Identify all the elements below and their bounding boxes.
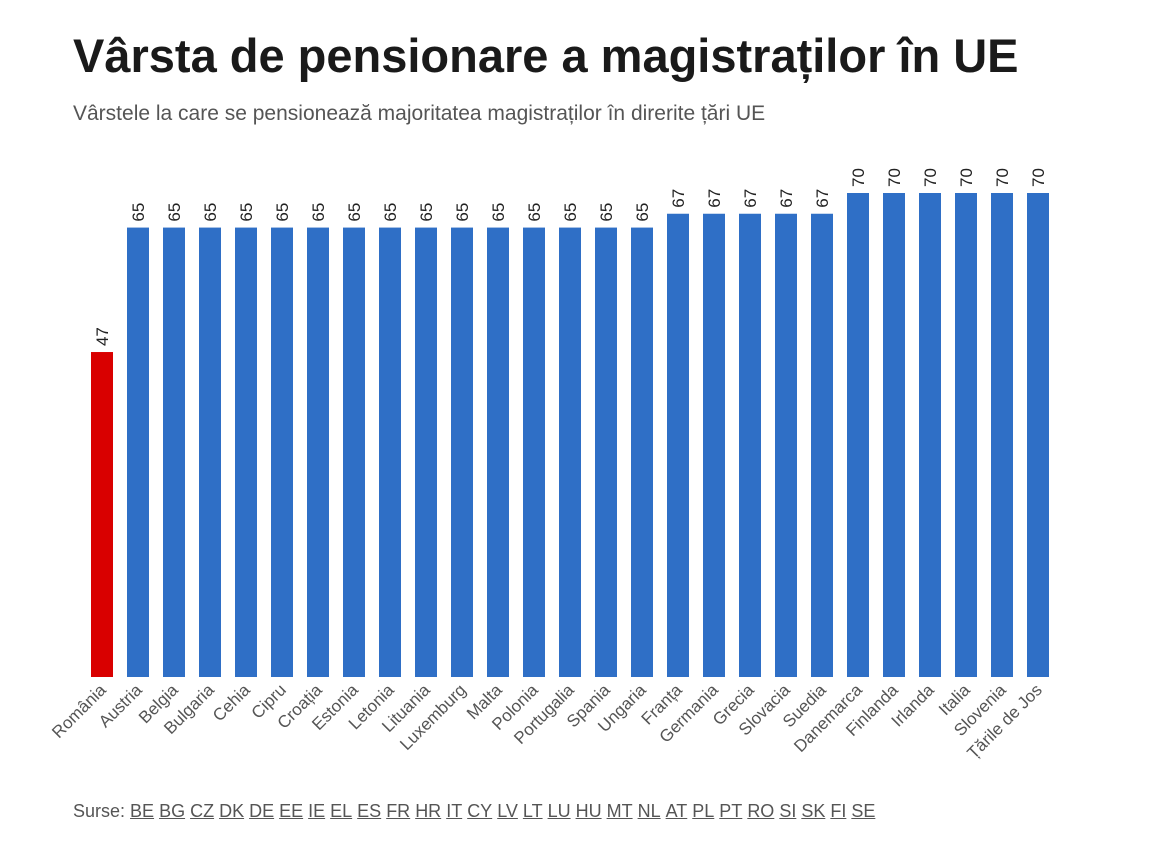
- bar-10: [451, 227, 473, 678]
- value-label-18: 67: [741, 189, 760, 208]
- value-label-17: 67: [705, 189, 724, 208]
- bar-23: [919, 193, 941, 677]
- bar-16: [667, 213, 689, 677]
- value-label-19: 67: [777, 189, 796, 208]
- value-label-9: 65: [417, 203, 436, 222]
- bar-22: [883, 193, 905, 677]
- bar-26: [1027, 193, 1049, 677]
- bar-19: [775, 213, 797, 677]
- value-label-0: 47: [93, 327, 112, 346]
- bar-20: [811, 213, 833, 677]
- source-link-pl[interactable]: PL: [692, 801, 715, 821]
- source-link-bg[interactable]: BG: [159, 801, 186, 821]
- value-label-11: 65: [489, 203, 508, 222]
- value-label-8: 65: [381, 203, 400, 222]
- source-link-it[interactable]: IT: [446, 801, 463, 821]
- value-label-21: 70: [849, 168, 868, 187]
- source-link-hr[interactable]: HR: [415, 801, 442, 821]
- value-label-16: 67: [669, 189, 688, 208]
- value-label-25: 70: [993, 168, 1012, 187]
- bar-2: [163, 227, 185, 678]
- source-link-de[interactable]: DE: [249, 801, 275, 821]
- bar-4: [235, 227, 257, 678]
- value-label-5: 65: [273, 203, 292, 222]
- bar-14: [595, 227, 617, 678]
- chart-subtitle: Vârstele la care se pensionează majorita…: [73, 102, 766, 125]
- source-link-nl[interactable]: NL: [637, 801, 661, 821]
- source-link-si[interactable]: SI: [779, 801, 797, 821]
- bar-25: [991, 193, 1013, 677]
- sources: Surse: BE BG CZ DK DE EE IE EL ES FR HR IT CY LV LT LU H…: [73, 800, 880, 822]
- source-link-ie[interactable]: IE: [308, 801, 326, 821]
- bar-17: [703, 213, 725, 677]
- bar-chart: 47România65Austria65Belgia65Bulgaria65Ce…: [48, 168, 1049, 763]
- sources-label: Surse:: [73, 801, 126, 821]
- value-label-22: 70: [885, 168, 904, 187]
- value-label-10: 65: [453, 203, 472, 222]
- bar-3: [199, 227, 221, 678]
- value-label-12: 65: [525, 203, 544, 222]
- source-link-sk[interactable]: SK: [801, 801, 826, 821]
- value-label-6: 65: [309, 203, 328, 222]
- bar-8: [379, 227, 401, 678]
- bar-15: [631, 227, 653, 678]
- source-link-dk[interactable]: DK: [219, 801, 245, 821]
- source-link-lv[interactable]: LV: [497, 801, 518, 821]
- source-link-se[interactable]: SE: [851, 801, 876, 821]
- category-label-4: Cehia: [209, 680, 254, 725]
- source-link-fi[interactable]: FI: [830, 801, 847, 821]
- bar-6: [307, 227, 329, 678]
- value-label-23: 70: [921, 168, 940, 187]
- bar-5: [271, 227, 293, 678]
- source-link-lu[interactable]: LU: [547, 801, 571, 821]
- value-label-26: 70: [1029, 168, 1048, 187]
- source-link-cy[interactable]: CY: [467, 801, 493, 821]
- bar-11: [487, 227, 509, 678]
- value-label-4: 65: [237, 203, 256, 222]
- bar-24: [955, 193, 977, 677]
- bar-1: [127, 227, 149, 678]
- source-links: BE BG CZ DK DE EE IE EL ES FR HR IT CY LV LT LU HU MT NL AT…: [130, 801, 880, 821]
- source-link-cz[interactable]: CZ: [190, 801, 215, 821]
- value-label-20: 67: [813, 189, 832, 208]
- chart-title: Vârsta de pensionare a magistraților în …: [73, 29, 1019, 82]
- source-link-at[interactable]: AT: [665, 801, 688, 821]
- value-label-2: 65: [165, 203, 184, 222]
- bar-9: [415, 227, 437, 678]
- value-label-3: 65: [201, 203, 220, 222]
- value-label-7: 65: [345, 203, 364, 222]
- value-label-24: 70: [957, 168, 976, 187]
- value-label-1: 65: [129, 203, 148, 222]
- source-link-ro[interactable]: RO: [747, 801, 775, 821]
- source-link-lt[interactable]: LT: [522, 801, 543, 821]
- bar-18: [739, 213, 761, 677]
- bar-0: [91, 352, 113, 677]
- source-link-be[interactable]: BE: [130, 801, 155, 821]
- value-label-13: 65: [561, 203, 580, 222]
- bar-13: [559, 227, 581, 678]
- value-label-15: 65: [633, 203, 652, 222]
- source-link-hu[interactable]: HU: [575, 801, 602, 821]
- source-link-pt[interactable]: PT: [719, 801, 743, 821]
- source-link-fr[interactable]: FR: [386, 801, 411, 821]
- value-label-14: 65: [597, 203, 616, 222]
- source-link-ee[interactable]: EE: [279, 801, 304, 821]
- bar-12: [523, 227, 545, 678]
- bar-7: [343, 227, 365, 678]
- bar-21: [847, 193, 869, 677]
- source-link-es[interactable]: ES: [357, 801, 382, 821]
- source-link-mt[interactable]: MT: [606, 801, 633, 821]
- source-link-el[interactable]: EL: [330, 801, 353, 821]
